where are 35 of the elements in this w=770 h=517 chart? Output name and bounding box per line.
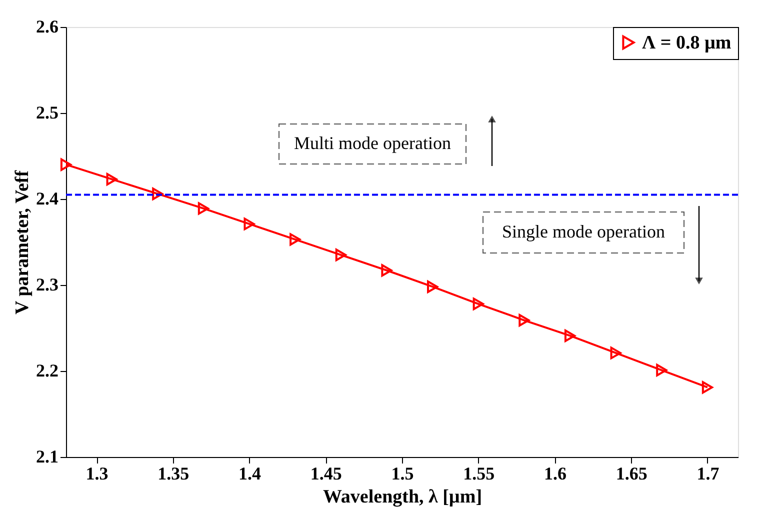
point xyxy=(198,202,209,215)
point xyxy=(656,364,668,376)
x-tick-label: 1.5 xyxy=(391,464,414,484)
point xyxy=(60,158,72,171)
point xyxy=(564,329,576,342)
x-tick-label: 1.65 xyxy=(616,464,648,484)
point xyxy=(244,218,255,230)
y-tick-label: 2.1 xyxy=(36,446,58,466)
y-tick-label: 2.4 xyxy=(36,188,58,208)
y-tick-label: 2.2 xyxy=(36,360,58,380)
x-tick-label: 1.55 xyxy=(463,464,495,484)
point xyxy=(290,233,301,246)
x-axis-title: Wavelength, λ [µm] xyxy=(322,486,482,508)
x-tick-label: 1.3 xyxy=(86,464,108,484)
x-tick-label: 1.45 xyxy=(310,464,342,484)
point xyxy=(335,248,346,262)
y-axis-title: V parameter, Veff xyxy=(12,170,33,315)
point xyxy=(381,264,392,277)
y-tick-label: 2.3 xyxy=(36,274,58,294)
y-tick-label: 2.5 xyxy=(36,102,58,122)
point xyxy=(152,188,164,200)
point xyxy=(472,298,484,310)
annotation: Single mode operation xyxy=(502,222,665,242)
x-tick-label: 1.7 xyxy=(696,464,720,484)
y-tick-label: 2.6 xyxy=(36,16,58,36)
point xyxy=(610,346,622,360)
x-tick-label: 1.35 xyxy=(158,464,190,484)
x-tick-label: 1.4 xyxy=(238,464,262,484)
x-tick-label: 1.6 xyxy=(544,464,566,484)
point xyxy=(702,381,713,394)
point xyxy=(106,172,118,186)
point xyxy=(518,314,530,327)
legend-label: Λ = 0.8 µm xyxy=(642,32,732,54)
point xyxy=(427,280,438,293)
annotation: Multi mode operation xyxy=(294,133,451,153)
